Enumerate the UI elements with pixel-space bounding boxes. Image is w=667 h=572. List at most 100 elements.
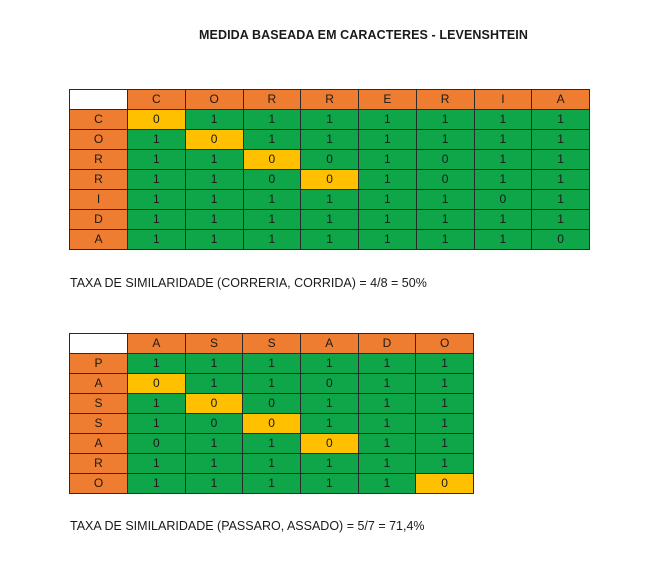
diagonal-match-cell: 0: [184, 393, 244, 414]
row-header: C: [69, 109, 128, 130]
row-header: R: [69, 169, 128, 190]
matrix-cell: 1: [358, 129, 417, 150]
matrix-cell: 1: [357, 413, 417, 434]
row-header: R: [69, 453, 128, 474]
matrix-cell: 1: [358, 229, 417, 250]
row-header: A: [69, 229, 128, 250]
matrix-cell: 1: [358, 189, 417, 210]
matrix-cell: 1: [415, 229, 475, 250]
row-header: I: [69, 189, 128, 210]
row-header: S: [69, 413, 128, 434]
matrix-cell: 1: [242, 433, 301, 454]
matrix-cell: 1: [531, 189, 590, 210]
matrix-cell: 1: [184, 353, 244, 374]
matrix-cell: 1: [357, 393, 417, 414]
diagonal-match-cell: 0: [415, 473, 474, 494]
matrix-cell: 1: [184, 209, 244, 230]
diagonal-match-cell: 0: [127, 109, 186, 130]
matrix-cell: 1: [531, 129, 590, 150]
matrix-cell: 1: [242, 353, 301, 374]
matrix-cell: 1: [300, 109, 359, 130]
matrix-cell: 1: [473, 129, 533, 150]
matrix-cell: 1: [127, 473, 186, 494]
matrix-cell: 1: [184, 473, 244, 494]
column-header: R: [415, 89, 475, 110]
row-header: O: [69, 473, 128, 494]
matrix-cell: 1: [415, 453, 474, 474]
diagonal-match-cell: 0: [242, 413, 301, 434]
matrix-cell: 1: [127, 229, 186, 250]
matrix-cell: 0: [300, 149, 359, 170]
matrix-cell: 1: [531, 149, 590, 170]
matrix-cell: 1: [127, 453, 186, 474]
matrix-cell: 1: [415, 373, 474, 394]
matrix-cell: 1: [300, 229, 359, 250]
matrix-cell: 1: [127, 413, 186, 434]
matrix-cell: 1: [531, 109, 590, 130]
matrix-cell: 1: [242, 189, 302, 210]
matrix-cell: 1: [184, 453, 244, 474]
matrix-cell: 1: [357, 433, 417, 454]
matrix-cell: 0: [184, 413, 244, 434]
matrix-cell: 1: [415, 393, 474, 414]
matrix-cell: 1: [127, 353, 186, 374]
column-header: R: [300, 89, 359, 110]
matrix-cell: 1: [473, 169, 533, 190]
matrix-cell: 1: [299, 473, 359, 494]
matrix-cell: 1: [415, 433, 474, 454]
matrix-cell: 0: [242, 393, 301, 414]
row-header: P: [69, 353, 128, 374]
corner-cell: [69, 89, 128, 110]
matrix-cell: 1: [473, 229, 533, 250]
matrix-cell: 1: [415, 189, 475, 210]
matrix-cell: 1: [357, 473, 417, 494]
similarity-caption-1: TAXA DE SIMILARIDADE (CORRERIA, CORRIDA)…: [70, 276, 427, 290]
column-header: A: [127, 333, 186, 354]
column-header: O: [415, 333, 474, 354]
matrix-cell: 1: [300, 209, 359, 230]
matrix-cell: 1: [299, 453, 359, 474]
matrix-cell: 1: [415, 353, 474, 374]
matrix-cell: 1: [184, 433, 244, 454]
matrix-cell: 1: [184, 149, 244, 170]
matrix-cell: 0: [415, 149, 475, 170]
row-header: A: [69, 433, 128, 454]
matrix-cell: 1: [242, 229, 302, 250]
matrix-cell: 1: [358, 209, 417, 230]
matrix-cell: 0: [127, 433, 186, 454]
matrix-cell: 1: [531, 209, 590, 230]
matrix-cell: 1: [473, 209, 533, 230]
diagonal-match-cell: 0: [127, 373, 186, 394]
column-header: A: [299, 333, 359, 354]
matrix-cell: 1: [415, 129, 475, 150]
matrix-cell: 1: [473, 149, 533, 170]
row-header: R: [69, 149, 128, 170]
matrix-cell: 1: [357, 453, 417, 474]
column-header: A: [531, 89, 590, 110]
matrix-cell: 0: [415, 169, 475, 190]
matrix-cell: 1: [531, 169, 590, 190]
matrix-cell: 1: [358, 149, 417, 170]
matrix-cell: 1: [299, 393, 359, 414]
row-header: D: [69, 209, 128, 230]
matrix-cell: 1: [127, 189, 186, 210]
diagonal-match-cell: 0: [184, 129, 244, 150]
matrix-cell: 1: [184, 189, 244, 210]
matrix-cell: 1: [357, 373, 417, 394]
matrix-cell: 1: [127, 393, 186, 414]
column-header: E: [358, 89, 417, 110]
matrix-cell: 1: [242, 209, 302, 230]
matrix-cell: 1: [184, 229, 244, 250]
diagonal-match-cell: 0: [300, 169, 359, 190]
